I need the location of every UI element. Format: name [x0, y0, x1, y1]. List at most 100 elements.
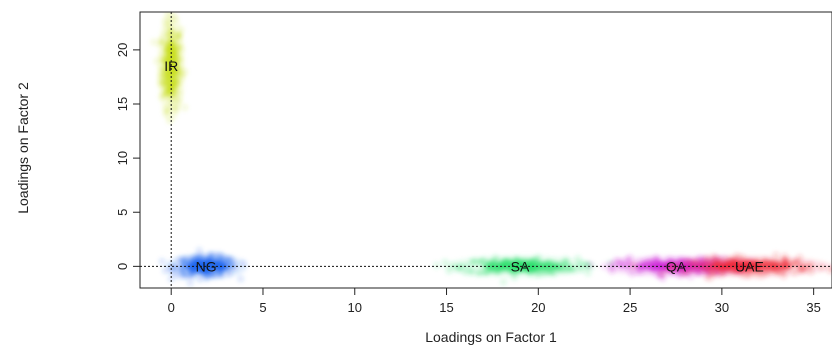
data-point	[523, 260, 530, 267]
data-point	[697, 261, 705, 268]
plot-frame	[139, 11, 832, 289]
data-point	[240, 259, 247, 267]
data-point	[196, 247, 203, 254]
data-point	[159, 38, 166, 45]
data-point	[158, 258, 166, 265]
x-tick-label: 35	[806, 300, 820, 315]
data-point	[732, 260, 739, 267]
y-tick-label: 15	[115, 97, 130, 111]
data-point	[781, 262, 788, 269]
data-point	[197, 259, 204, 266]
data-point	[209, 271, 216, 278]
data-point	[537, 265, 544, 273]
data-point	[630, 262, 637, 269]
y-tick-label: 0	[115, 263, 130, 270]
data-point	[153, 57, 161, 65]
data-point	[757, 272, 765, 280]
data-point	[511, 274, 518, 281]
data-point	[165, 107, 172, 114]
x-tick-label: 20	[531, 300, 545, 315]
data-point	[176, 56, 183, 63]
data-point	[168, 264, 175, 271]
data-point	[150, 38, 158, 46]
cluster-label-ir: IR	[164, 58, 178, 74]
y-axis-title: Loadings on Factor 2	[15, 82, 31, 214]
data-point	[717, 263, 724, 271]
data-point	[613, 257, 620, 264]
data-point	[623, 263, 631, 270]
data-point	[781, 256, 788, 264]
data-point	[528, 262, 535, 270]
data-point	[796, 254, 803, 261]
x-tick-label: 5	[259, 300, 266, 315]
data-point	[807, 261, 814, 269]
x-tick-label: 25	[623, 300, 637, 315]
data-point	[771, 263, 778, 270]
cluster-label-sa: SA	[511, 258, 530, 274]
cluster-uae	[630, 251, 832, 281]
data-point	[471, 259, 478, 266]
data-point	[659, 270, 666, 277]
data-point	[455, 265, 462, 272]
data-point	[755, 264, 762, 271]
data-point	[167, 31, 174, 38]
data-point	[176, 41, 183, 49]
data-point	[555, 267, 562, 274]
data-point	[765, 261, 772, 268]
data-point	[684, 267, 691, 275]
data-point	[191, 259, 198, 267]
data-point	[164, 12, 172, 18]
data-point	[167, 275, 175, 282]
data-point	[168, 43, 175, 51]
data-point	[791, 269, 798, 276]
data-point	[182, 257, 190, 264]
data-point	[575, 261, 582, 269]
data-point	[166, 117, 173, 124]
y-tick-label: 20	[115, 43, 130, 57]
data-point	[561, 261, 569, 268]
data-point	[493, 256, 500, 263]
data-point	[546, 266, 553, 274]
cluster-label-uae: UAE	[735, 258, 764, 274]
data-point	[158, 70, 165, 78]
data-point	[441, 258, 449, 266]
x-axis: 0 5 10 15 20 25 30 35	[168, 288, 821, 315]
data-point	[492, 262, 499, 270]
data-point	[180, 269, 188, 276]
data-point	[543, 262, 550, 269]
data-point	[791, 258, 798, 266]
data-point	[207, 255, 214, 262]
cluster-label-qa: QA	[666, 258, 687, 274]
data-point	[237, 275, 244, 282]
data-point	[586, 261, 594, 268]
cluster-sa	[433, 254, 614, 286]
data-point	[707, 274, 714, 281]
data-point	[639, 263, 647, 270]
data-point	[187, 279, 194, 287]
data-point	[167, 15, 175, 23]
data-point	[201, 268, 208, 275]
cluster-ir	[150, 12, 189, 124]
data-point	[745, 272, 753, 279]
data-point	[203, 274, 211, 282]
data-point	[776, 268, 783, 275]
data-point	[744, 260, 751, 268]
data-clusters	[150, 12, 832, 287]
data-point	[772, 251, 780, 259]
y-tick-label: 5	[115, 209, 130, 216]
data-point	[176, 96, 183, 103]
data-point	[181, 104, 188, 111]
data-point	[550, 270, 557, 277]
x-tick-label: 0	[168, 300, 175, 315]
data-point	[481, 257, 488, 264]
x-tick-label: 30	[715, 300, 729, 315]
data-point	[433, 262, 440, 269]
data-point	[212, 251, 219, 258]
data-point	[181, 68, 189, 76]
data-point	[475, 270, 482, 277]
data-point	[163, 62, 171, 69]
data-point	[628, 270, 636, 277]
x-axis-title: Loadings on Factor 1	[425, 329, 557, 345]
x-tick-label: 10	[348, 300, 362, 315]
